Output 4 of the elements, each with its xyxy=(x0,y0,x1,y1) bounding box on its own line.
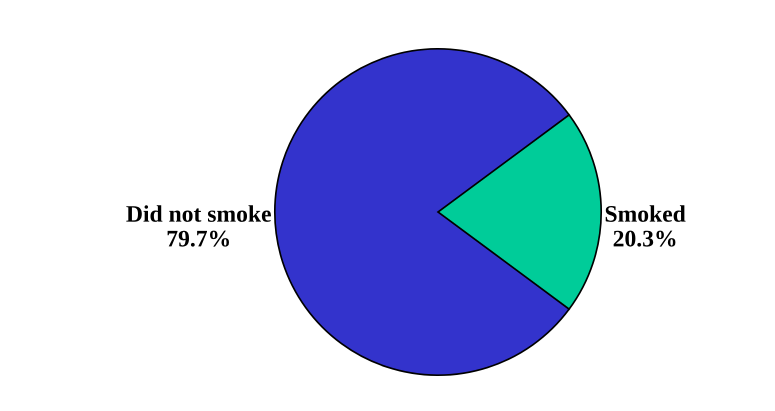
slice-label: Did not smoke xyxy=(126,205,271,222)
slice-label: Smoked xyxy=(606,205,686,222)
data-label: 20.3% xyxy=(614,230,676,247)
data-label: 79.7% xyxy=(168,230,229,247)
